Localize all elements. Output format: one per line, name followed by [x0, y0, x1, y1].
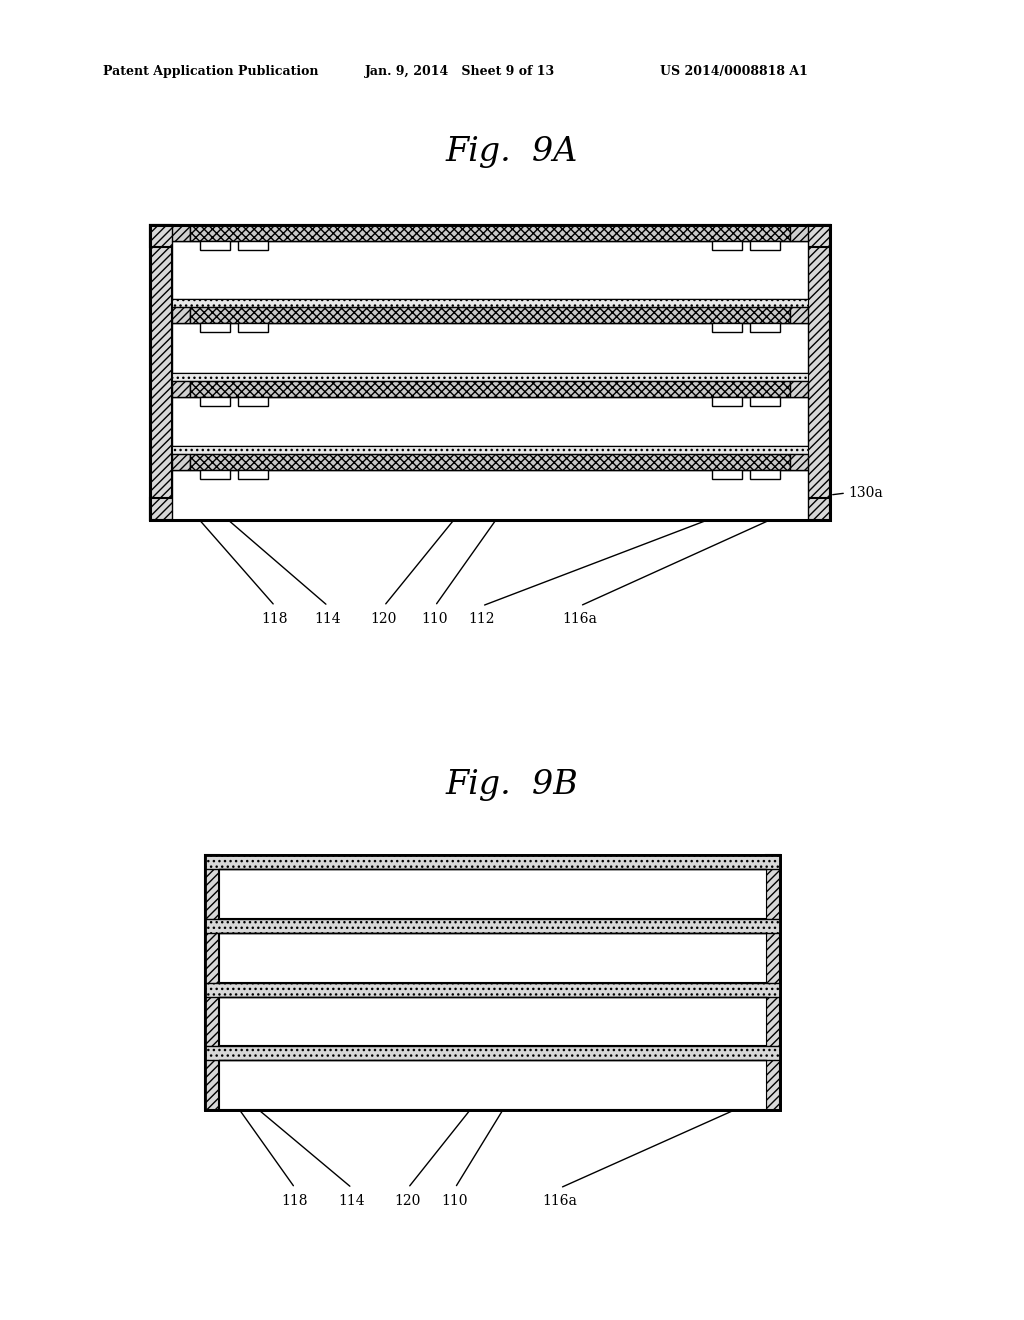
Bar [172, 380, 190, 396]
Bar [238, 396, 268, 405]
Text: 130a: 130a [848, 486, 883, 500]
Bar [172, 306, 190, 323]
Bar [219, 1060, 766, 1110]
Bar [150, 224, 830, 520]
Bar [712, 323, 742, 331]
Bar [172, 470, 808, 520]
Bar [712, 470, 742, 479]
Bar [200, 242, 230, 249]
Bar [205, 855, 780, 869]
Text: Jan. 9, 2014   Sheet 9 of 13: Jan. 9, 2014 Sheet 9 of 13 [365, 66, 555, 78]
Text: Fig.  9A: Fig. 9A [445, 136, 579, 168]
Bar [219, 997, 766, 1047]
Bar [172, 323, 808, 372]
Bar [172, 446, 808, 454]
Bar [150, 498, 830, 520]
Bar [190, 306, 790, 323]
Bar [790, 306, 808, 323]
Text: 118: 118 [282, 1195, 308, 1208]
Bar [238, 470, 268, 479]
Bar [712, 396, 742, 405]
Bar [219, 869, 766, 919]
Bar [172, 242, 808, 298]
Text: 114: 114 [339, 1195, 366, 1208]
Bar [205, 1047, 780, 1060]
Bar [750, 323, 780, 331]
Bar [750, 396, 780, 405]
Text: Fig.  9B: Fig. 9B [445, 770, 579, 801]
Text: 112: 112 [469, 612, 496, 626]
Text: Patent Application Publication: Patent Application Publication [103, 66, 318, 78]
Bar [205, 919, 780, 933]
Bar [150, 224, 830, 247]
Bar [219, 933, 766, 982]
Bar [205, 855, 219, 1110]
Bar [808, 224, 830, 520]
Bar [150, 224, 172, 520]
Bar [190, 454, 790, 470]
Bar [790, 224, 808, 242]
Text: 120: 120 [371, 612, 397, 626]
Bar [172, 372, 808, 380]
Bar [200, 323, 230, 331]
Bar [200, 396, 230, 405]
Bar [238, 242, 268, 249]
Bar [190, 224, 790, 242]
Bar [172, 454, 190, 470]
Text: 116a: 116a [543, 1195, 578, 1208]
Bar [750, 470, 780, 479]
Text: 114: 114 [314, 612, 341, 626]
Bar [219, 869, 766, 917]
Text: 118: 118 [262, 612, 288, 626]
Bar [205, 855, 780, 1110]
Bar [790, 454, 808, 470]
Text: 116a: 116a [562, 612, 597, 626]
Text: 110: 110 [422, 612, 449, 626]
Bar [750, 242, 780, 249]
Bar [172, 224, 190, 242]
Text: 110: 110 [441, 1195, 468, 1208]
Bar [712, 242, 742, 249]
Bar [200, 470, 230, 479]
Text: US 2014/0008818 A1: US 2014/0008818 A1 [660, 66, 808, 78]
Bar [205, 855, 780, 1110]
Bar [790, 380, 808, 396]
Bar [238, 323, 268, 331]
Bar [190, 380, 790, 396]
Text: 120: 120 [395, 1195, 421, 1208]
Bar [219, 997, 766, 1045]
Bar [150, 224, 830, 520]
Bar [766, 855, 780, 1110]
Bar [219, 1060, 766, 1109]
Bar [219, 933, 766, 982]
Bar [205, 982, 780, 997]
Bar [172, 298, 808, 306]
Bar [172, 396, 808, 446]
